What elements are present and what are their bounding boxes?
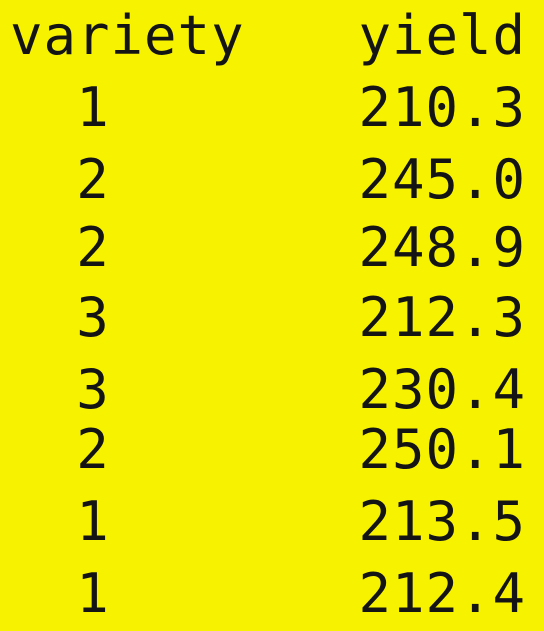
yield-cell: 248.9 <box>358 216 526 279</box>
yield-cell: 213.5 <box>358 490 526 553</box>
variety-cell: 1 <box>76 562 110 625</box>
variety-cell: 2 <box>76 216 110 279</box>
yield-cell: 230.4 <box>358 358 526 421</box>
header-variety: variety <box>10 4 245 67</box>
table-row: 1 212.4 <box>0 564 544 624</box>
yield-cell: 210.3 <box>358 76 526 139</box>
table-row: 3 212.3 <box>0 288 544 348</box>
table-row: 1 210.3 <box>0 78 544 138</box>
variety-cell: 1 <box>76 76 110 139</box>
table-row: 1 213.5 <box>0 492 544 552</box>
variety-cell: 2 <box>76 418 110 481</box>
table-row: 2 248.9 <box>0 218 544 278</box>
variety-cell: 3 <box>76 286 110 349</box>
table-row: 2 245.0 <box>0 150 544 210</box>
table-row: 2 250.1 <box>0 420 544 480</box>
variety-cell: 1 <box>76 490 110 553</box>
yield-cell: 245.0 <box>358 148 526 211</box>
variety-cell: 3 <box>76 358 110 421</box>
yield-cell: 212.4 <box>358 562 526 625</box>
variety-cell: 2 <box>76 148 110 211</box>
header-yield: yield <box>358 4 526 67</box>
header-row: variety yield <box>0 6 544 66</box>
yield-cell: 212.3 <box>358 286 526 349</box>
table-row: 3 230.4 <box>0 360 544 420</box>
yield-cell: 250.1 <box>358 418 526 481</box>
